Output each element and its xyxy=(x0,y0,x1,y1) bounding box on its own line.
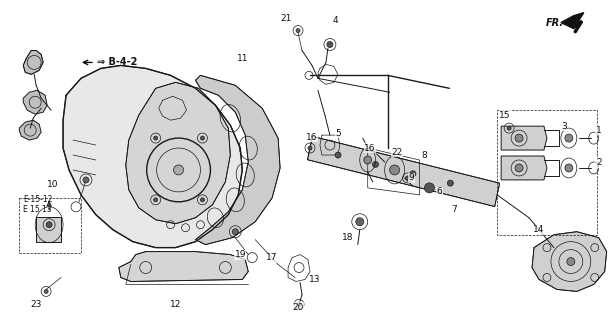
Text: 16: 16 xyxy=(364,144,376,153)
Text: 21: 21 xyxy=(280,14,292,23)
Text: 14: 14 xyxy=(533,225,545,234)
Circle shape xyxy=(515,164,523,172)
Circle shape xyxy=(567,258,575,266)
Polygon shape xyxy=(308,136,500,206)
Text: 15: 15 xyxy=(500,111,511,120)
Text: E 15 13: E 15 13 xyxy=(23,205,52,214)
Text: 9: 9 xyxy=(409,173,414,182)
Text: 22: 22 xyxy=(391,148,402,156)
Text: 11: 11 xyxy=(237,54,248,63)
Text: E-15-12: E-15-12 xyxy=(23,195,53,204)
Text: 3: 3 xyxy=(561,122,567,131)
Polygon shape xyxy=(532,232,607,292)
Polygon shape xyxy=(126,82,230,224)
Circle shape xyxy=(373,162,378,167)
Circle shape xyxy=(390,165,400,175)
Polygon shape xyxy=(23,51,43,74)
Circle shape xyxy=(232,229,238,235)
Circle shape xyxy=(297,302,301,306)
Circle shape xyxy=(173,165,183,175)
Text: 13: 13 xyxy=(309,275,321,284)
Polygon shape xyxy=(63,65,242,248)
Text: 8: 8 xyxy=(422,150,427,160)
Circle shape xyxy=(364,156,371,164)
Circle shape xyxy=(308,146,312,150)
Polygon shape xyxy=(196,76,280,244)
Circle shape xyxy=(83,177,89,183)
Circle shape xyxy=(356,218,364,226)
Bar xyxy=(19,198,81,252)
Circle shape xyxy=(424,183,435,193)
Circle shape xyxy=(447,180,454,186)
Text: 5: 5 xyxy=(335,129,341,138)
Circle shape xyxy=(200,136,205,140)
Text: ⇒ B-4-2: ⇒ B-4-2 xyxy=(97,57,137,68)
Text: 10: 10 xyxy=(47,180,59,189)
Circle shape xyxy=(507,126,511,130)
Text: 4: 4 xyxy=(332,16,338,25)
Circle shape xyxy=(200,198,205,202)
Polygon shape xyxy=(501,126,547,150)
Text: 16: 16 xyxy=(306,132,318,141)
Text: 17: 17 xyxy=(267,253,278,262)
Text: 1: 1 xyxy=(596,126,601,135)
Polygon shape xyxy=(561,13,584,28)
Circle shape xyxy=(46,222,52,228)
Text: 7: 7 xyxy=(452,205,457,214)
Polygon shape xyxy=(36,217,61,242)
Circle shape xyxy=(335,152,341,158)
Circle shape xyxy=(44,289,48,293)
Text: 6: 6 xyxy=(436,188,443,196)
Bar xyxy=(497,110,596,235)
Circle shape xyxy=(565,134,573,142)
Text: 23: 23 xyxy=(31,300,42,309)
Circle shape xyxy=(410,171,416,177)
Polygon shape xyxy=(501,156,547,180)
Polygon shape xyxy=(23,90,47,114)
Polygon shape xyxy=(119,252,248,282)
Circle shape xyxy=(296,28,300,33)
Circle shape xyxy=(327,42,333,47)
Text: 20: 20 xyxy=(292,303,303,312)
Text: 12: 12 xyxy=(170,300,181,309)
Circle shape xyxy=(515,134,523,142)
Text: FR.: FR. xyxy=(546,18,564,28)
Text: 19: 19 xyxy=(235,250,246,259)
Circle shape xyxy=(565,164,573,172)
Circle shape xyxy=(406,176,409,180)
Circle shape xyxy=(154,198,158,202)
Text: 2: 2 xyxy=(596,158,601,167)
Polygon shape xyxy=(19,120,41,140)
Text: 18: 18 xyxy=(342,233,354,242)
Circle shape xyxy=(154,136,158,140)
